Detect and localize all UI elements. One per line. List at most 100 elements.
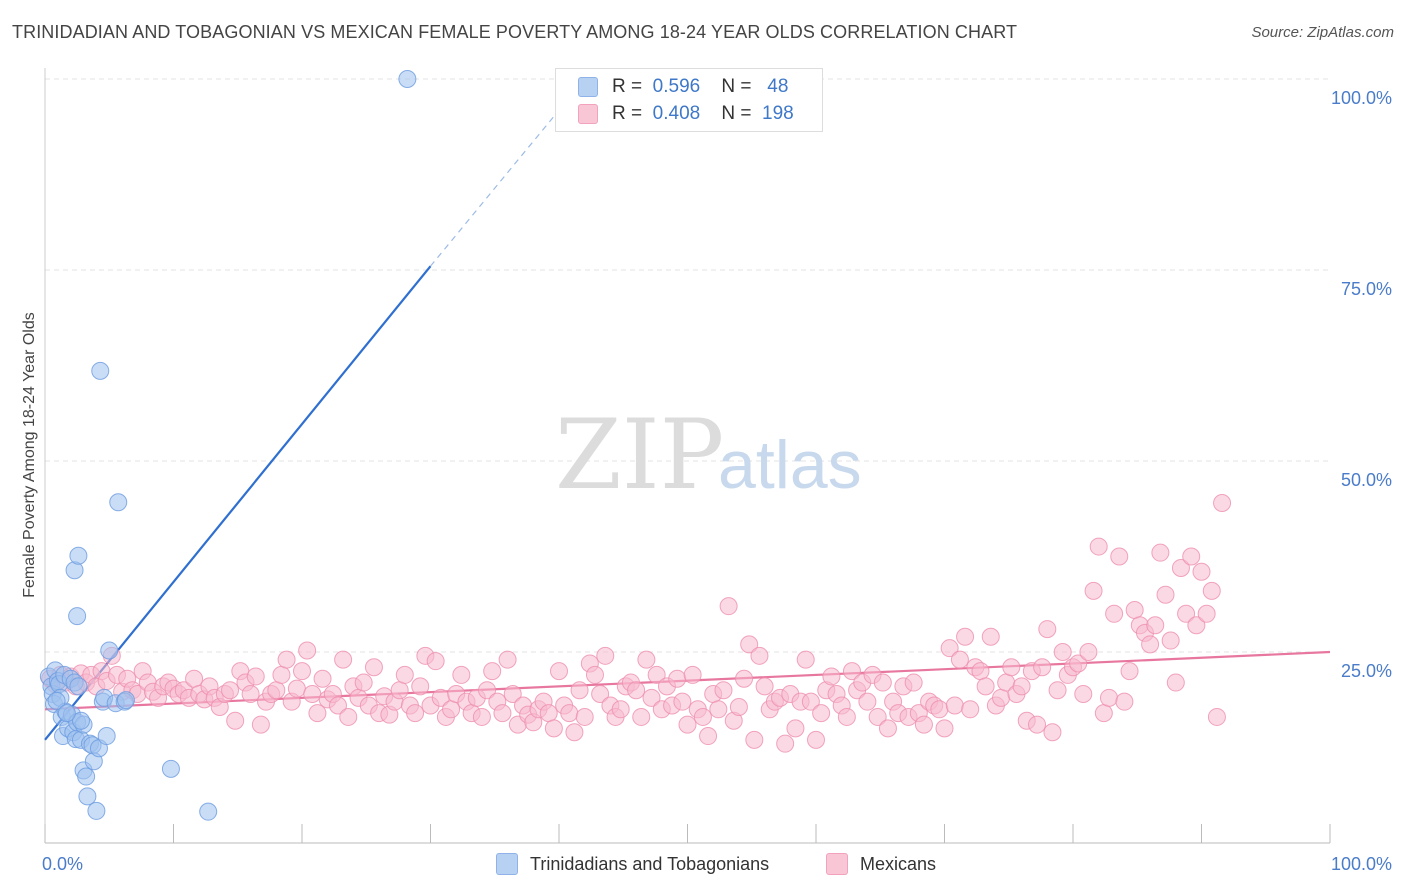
legend-r-label: R = — [612, 103, 643, 124]
point-mexican — [1002, 658, 1021, 677]
point-trinidadian — [199, 802, 218, 821]
point-mexican — [442, 700, 461, 719]
correlation-legend: R = 0.596 N = 48 R = 0.408 N = 198 — [555, 68, 823, 132]
point-mexican — [539, 704, 558, 723]
legend-n-value: 48 — [767, 76, 789, 97]
point-trinidadian — [69, 546, 88, 565]
point-mexican — [1038, 620, 1057, 639]
axes — [44, 68, 1331, 844]
point-mexican — [796, 650, 815, 669]
point-mexican — [1120, 662, 1139, 681]
point-mexican — [472, 707, 491, 726]
point-mexican — [873, 673, 892, 692]
point-mexican — [1012, 677, 1031, 696]
point-mexican — [714, 681, 733, 700]
point-mexican — [1171, 558, 1190, 577]
y-tick-label: 75.0% — [1341, 279, 1392, 299]
point-mexican — [1053, 643, 1072, 661]
point-mexican — [308, 704, 327, 723]
point-mexican — [1110, 547, 1129, 566]
bottom-legend-label: Trinidadians and Tobagonians — [530, 853, 770, 874]
point-mexican — [1099, 688, 1118, 707]
point-mexican — [719, 597, 738, 616]
point-mexican — [390, 681, 409, 700]
point-mexican — [565, 723, 584, 742]
point-mexican — [493, 704, 512, 723]
point-mexican — [1197, 604, 1216, 623]
point-mexican — [1125, 600, 1144, 619]
legend-row-mexican: R = 0.408 N = 198 — [578, 102, 794, 126]
point-mexican — [940, 639, 959, 658]
point-mexican — [544, 719, 563, 738]
point-mexican — [801, 692, 820, 711]
point-mexican — [1156, 585, 1175, 604]
point-mexican — [1182, 547, 1201, 566]
watermark-zip: ZIP — [555, 399, 724, 511]
grid-lines — [45, 78, 1330, 653]
point-mexican — [1079, 643, 1098, 661]
point-mexican — [1161, 631, 1180, 650]
point-mexican — [406, 704, 425, 723]
point-mexican — [426, 652, 445, 671]
point-mexican — [729, 698, 748, 717]
point-mexican — [411, 677, 430, 696]
point-mexican — [750, 646, 769, 665]
data-points — [39, 70, 1232, 821]
point-mexican — [1028, 715, 1047, 734]
point-mexican — [1202, 581, 1221, 600]
legend-n-value: 198 — [762, 103, 794, 124]
point-trinidadian — [91, 361, 110, 380]
point-mexican — [668, 669, 687, 688]
point-mexican — [560, 704, 579, 723]
point-mexican — [1084, 581, 1103, 600]
point-mexican — [1115, 692, 1134, 711]
point-mexican — [1177, 604, 1196, 623]
point-mexican — [221, 681, 240, 700]
y-tick-label: 50.0% — [1341, 470, 1392, 490]
point-mexican — [226, 711, 245, 730]
point-trinidadian — [47, 691, 66, 710]
bottom-legend-mexican: Mexicans — [826, 851, 936, 877]
point-trinidadian — [68, 607, 87, 626]
point-trinidadian — [57, 704, 76, 723]
point-mexican — [251, 715, 270, 734]
point-mexican — [591, 685, 610, 704]
point-mexican — [642, 688, 661, 707]
legend-r-value: 0.408 — [652, 103, 701, 124]
point-mexican — [246, 667, 265, 686]
point-trinidadian — [109, 493, 128, 512]
point-mexican — [1207, 707, 1226, 726]
point-mexican — [277, 650, 296, 669]
point-mexican — [971, 662, 990, 681]
point-mexican — [755, 677, 774, 696]
point-mexican — [950, 650, 969, 669]
point-mexican — [683, 665, 702, 684]
point-mexican — [842, 662, 861, 681]
point-mexican — [498, 650, 517, 669]
point-mexican — [858, 692, 877, 711]
point-mexican — [293, 662, 311, 681]
point-mexican — [354, 673, 373, 692]
point-mexican — [1089, 537, 1108, 556]
point-mexican — [1069, 654, 1088, 673]
point-mexican — [328, 696, 347, 715]
point-mexican — [185, 669, 204, 688]
point-trinidadian — [71, 711, 90, 730]
point-mexican — [837, 707, 856, 726]
point-mexican — [678, 715, 697, 734]
point-mexican — [976, 677, 995, 696]
point-mexican — [339, 707, 358, 726]
tick-labels: 25.0% 50.0% 75.0% 100.0% 0.0% 100.0% — [42, 88, 1392, 874]
point-mexican — [478, 681, 497, 700]
point-mexican — [611, 700, 630, 719]
point-mexican — [303, 685, 322, 704]
point-mexican — [868, 707, 887, 726]
point-trinidadian — [77, 767, 96, 786]
point-mexican — [956, 627, 975, 646]
point-mexican — [267, 681, 286, 700]
point-mexican — [503, 685, 522, 704]
point-mexican — [596, 646, 615, 665]
point-mexican — [745, 730, 764, 749]
point-mexican — [1043, 723, 1062, 742]
